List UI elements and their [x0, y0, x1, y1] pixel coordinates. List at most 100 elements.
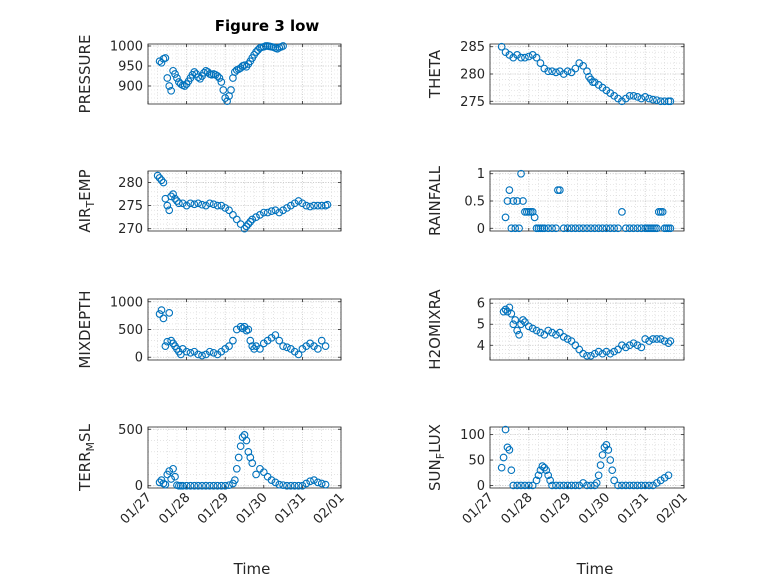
- data-point: [279, 206, 287, 215]
- data-point: [294, 481, 303, 490]
- x-tick-label: 01/30: [234, 490, 271, 527]
- data-point: [503, 197, 512, 205]
- data-point: [505, 446, 514, 454]
- y-tick-label: 0: [135, 479, 143, 494]
- data-point: [306, 202, 314, 211]
- figure-title: Figure 3 low: [215, 17, 320, 35]
- data-point: [614, 345, 622, 354]
- data-point: [540, 330, 549, 339]
- data-point: [217, 201, 226, 210]
- data-point: [198, 351, 206, 360]
- data-point: [552, 481, 560, 490]
- x-tick-label: 01/28: [499, 490, 536, 527]
- data-point: [530, 213, 539, 222]
- data-point: [645, 94, 653, 103]
- data-point: [629, 91, 638, 100]
- data-point: [559, 481, 568, 490]
- y-tick-label: 100: [460, 428, 485, 443]
- data-point: [157, 58, 166, 67]
- subplot-4: 0 0.5 1 RAINFALL: [426, 165, 685, 237]
- data-point: [563, 67, 572, 76]
- data-point: [507, 224, 516, 233]
- data-point: [165, 309, 174, 317]
- data-point: [215, 74, 224, 82]
- data-point: [175, 199, 183, 208]
- data-point: [575, 224, 584, 233]
- data-point: [501, 305, 510, 314]
- data-point: [501, 425, 510, 434]
- data-point: [321, 480, 330, 489]
- y-axis-label: RAINFALL: [426, 165, 444, 236]
- data-point: [614, 224, 622, 233]
- data-point: [321, 342, 330, 350]
- data-point: [209, 348, 218, 357]
- data-point: [165, 206, 174, 215]
- data-point: [317, 336, 326, 345]
- data-point: [286, 481, 295, 490]
- data-point: [279, 481, 287, 490]
- data-point: [532, 326, 541, 335]
- data-point: [579, 224, 587, 233]
- data-point: [571, 481, 580, 490]
- data-point: [575, 345, 584, 354]
- data-point: [259, 208, 268, 217]
- data-point: [596, 461, 605, 469]
- data-point: [590, 224, 599, 233]
- y-axis-label: SUNFLUX: [426, 424, 447, 491]
- data-point: [234, 453, 243, 462]
- y-tick-label: 280: [118, 176, 143, 191]
- data-point: [271, 206, 280, 215]
- data-point: [507, 309, 516, 318]
- data-point: [641, 93, 650, 101]
- data-point: [182, 481, 191, 490]
- data-point: [509, 197, 518, 205]
- data-point: [503, 307, 512, 316]
- x-tick-label: 01/31: [615, 490, 652, 527]
- data-point: [579, 61, 587, 70]
- data-point: [499, 453, 508, 462]
- data-point: [279, 342, 287, 350]
- data-point: [575, 481, 584, 490]
- data-point: [660, 97, 669, 106]
- data-point: [652, 96, 661, 105]
- data-point: [169, 464, 177, 473]
- data-point: [629, 224, 638, 233]
- data-point: [666, 224, 675, 233]
- data-point: [213, 201, 222, 210]
- x-tick-label: 01/30: [576, 490, 613, 527]
- data-point: [571, 224, 580, 233]
- data-point: [190, 481, 199, 490]
- y-tick-label: 900: [118, 80, 143, 95]
- data-point: [202, 201, 210, 210]
- data-point: [542, 466, 551, 475]
- data-point: [225, 481, 233, 490]
- data-point: [229, 336, 237, 345]
- data-point: [167, 475, 176, 483]
- y-axis-label: THETA: [426, 49, 444, 99]
- data-point: [664, 471, 673, 480]
- data-point: [317, 479, 326, 488]
- data-point: [205, 481, 214, 490]
- data-point: [161, 54, 170, 62]
- x-tick-label: 02/01: [311, 490, 348, 527]
- data-point: [497, 463, 506, 472]
- data-point: [536, 466, 545, 475]
- data-point: [275, 336, 284, 345]
- data-point: [186, 199, 195, 208]
- y-tick-label: 1000: [110, 40, 143, 55]
- data-point: [641, 481, 650, 490]
- data-point: [182, 201, 191, 210]
- axes-box: [489, 426, 685, 489]
- subplot-1: 900 950 1000 PRESSURE: [76, 35, 342, 113]
- data-point: [528, 208, 537, 216]
- y-axis-label: MIXDEPTH: [76, 290, 94, 368]
- data-point: [621, 343, 630, 352]
- data-point: [534, 471, 543, 480]
- data-point: [157, 306, 166, 314]
- data-point: [501, 213, 510, 222]
- data-point: [267, 476, 276, 484]
- data-point: [286, 201, 295, 210]
- subplot-6: 4 5 6 H2OMIXRA: [426, 289, 685, 370]
- data-point: [652, 479, 661, 487]
